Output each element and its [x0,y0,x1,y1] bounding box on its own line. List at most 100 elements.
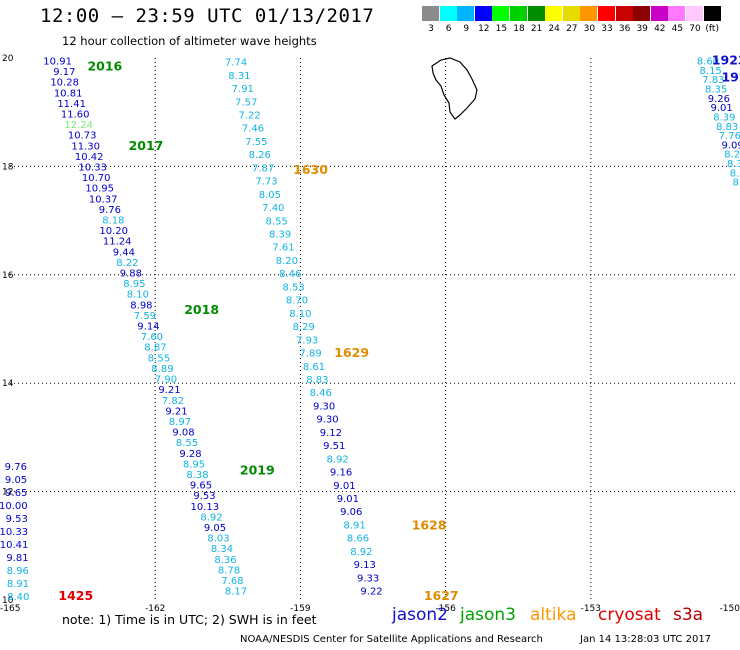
swh-value: 9.14 [137,322,159,333]
swh-value: 9.26 [708,94,730,105]
swh-value: 7.93 [296,335,318,346]
swh-value: 8.40 [7,592,29,603]
color-swatch-label: 42 [654,24,666,34]
swh-value: 9.13 [354,560,376,571]
swh-value: 9.12 [320,428,342,439]
color-swatch [562,6,580,21]
swh-value: 8.97 [169,417,191,428]
swh-value: 9.33 [357,573,379,584]
swh-value: 10.70 [82,173,111,184]
swh-value: 8.34 [211,544,233,555]
swh-value: 8.91 [7,579,29,590]
swh-value: 7.74 [225,58,247,69]
swh-value: 7.87 [252,163,274,174]
swh-value: 9.05 [204,523,226,534]
color-swatch [668,6,686,21]
swh-value: 7.60 [141,332,163,343]
swh-value: 9.65 [190,481,212,492]
swh-value: 9.76 [99,205,121,216]
track: 8.608.157.838.359.269.018.398.837.769.09… [697,57,740,189]
color-swatch [580,6,598,21]
swh-value: 8.30 [727,159,740,170]
swh-value: 8.39 [713,112,735,123]
swh-value: 9.30 [313,401,335,412]
swh-value: 7.68 [221,576,243,587]
legend-s3a: s3a [673,605,704,625]
swh-value: 7.59 [134,311,156,322]
swh-value: 7.90 [155,375,177,386]
lon-tick-label: -165 [0,604,20,614]
generation-timestamp: Jan 14 13:28:03 UTC 2017 [580,634,712,645]
swh-value: 10.13 [190,502,219,513]
color-swatch-label: 12 [478,24,490,34]
swh-value: 8.92 [350,547,372,558]
swh-value: 9.21 [158,385,180,396]
swh-value: 7.82 [162,396,184,407]
color-swatch [422,6,439,21]
color-swatch-label: 3 [428,24,434,34]
swh-value: 9.53 [193,491,215,502]
swh-value: 10.42 [75,152,104,163]
color-swatch-label: 39 [636,24,648,34]
color-swatch-label: 21 [530,24,543,34]
swh-value: 8.89 [151,364,173,375]
swh-value: 7.91 [232,84,254,95]
lon-tick-label: -162 [145,604,165,614]
swh-value: 8.70 [286,296,308,307]
swh-value: 7.61 [272,243,294,254]
swh-value: 8.92 [327,454,349,465]
swh-value: 8.10 [289,309,311,320]
swh-value: 7.46 [242,124,264,135]
footnote: note: 1) Time is in UTC; 2) SWH is in fe… [62,612,317,627]
swh-value: 7.89 [299,349,321,360]
swh-value: 8.55 [266,216,288,227]
swh-value: 8.05 [259,190,281,201]
swh-value: 9.21 [165,406,187,417]
lat-tick-label: 10 [2,596,14,606]
swh-value: 9.22 [360,587,382,598]
swh-value: 9.28 [179,449,201,460]
swh-value: 10.28 [50,78,79,89]
swh-value: 8.53 [282,282,304,293]
swh-value: 7.83 [702,75,724,86]
swh-value: 9.81 [6,553,28,564]
legend-jason3: jason3 [460,605,516,625]
lat-tick-label: 14 [2,379,14,389]
swh-value: 9.01 [337,494,359,505]
color-swatch [615,6,633,21]
color-swatch-label: 6 [445,24,452,34]
color-swatch [439,6,457,21]
swh-value: 10.37 [89,194,118,205]
lon-tick-label: -153 [581,604,601,614]
swh-value: 7.76 [719,131,740,142]
swh-value: 8.55 [176,438,198,449]
swh-value: 8.39 [269,230,291,241]
swh-value: 9.16 [330,468,352,479]
pass-number-labels: 2016 2017 2018 2019 1630 1629 1628 1627 1425 1923… [58,53,740,603]
swh-value: 12.24 [64,120,93,131]
pass-label: 1627 [424,588,459,603]
legend-cryosat: cryosat [598,605,661,625]
swh-value: 8.29 [293,322,315,333]
swh-value: 8.31 [228,71,250,82]
swh-value: 8.92 [200,512,222,523]
swh-value: 11.41 [57,99,86,110]
swh-value: 8.29 [724,150,740,161]
swh-value: 8.35 [705,84,727,95]
track: 9.76 9.05 9.65 10.00 9.53 10.33 10.41 9.81 8.96 8… [0,462,29,603]
lat-tick-label: 12 [2,488,13,498]
color-swatch-label: 45 [671,24,684,34]
color-swatch [686,6,703,21]
swh-value: 8.38 [186,470,208,481]
lon-tick-label: -156 [435,604,456,614]
swh-value: 9.06 [340,507,362,518]
color-swatch [492,6,510,21]
pass-label: 2019 [240,462,275,477]
map-subtitle: 12 hour collection of altimeter wave hei… [62,34,317,48]
color-swatch [703,6,721,21]
map-title: 12:00 – 23:59 UTC 01/13/2017 [40,5,375,27]
swh-value: 8.83 [716,122,738,133]
